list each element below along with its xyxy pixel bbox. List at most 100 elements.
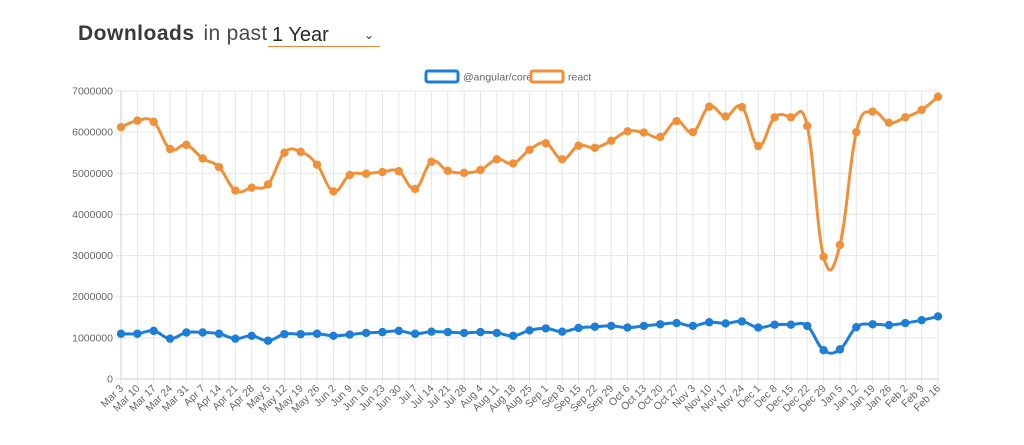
data-point[interactable] [803, 321, 812, 331]
data-point[interactable] [296, 147, 305, 157]
data-point[interactable] [329, 331, 338, 340]
data-point[interactable] [329, 187, 338, 196]
data-point[interactable] [933, 312, 943, 321]
data-point[interactable] [345, 330, 354, 339]
data-point[interactable] [149, 326, 158, 336]
data-point[interactable] [263, 180, 273, 189]
data-point[interactable] [133, 116, 142, 125]
data-point[interactable] [852, 127, 861, 137]
data-point[interactable] [639, 321, 649, 331]
data-point[interactable] [607, 321, 616, 331]
legend-item-angular-core[interactable]: @angular/core [424, 69, 532, 84]
data-point[interactable] [427, 157, 436, 166]
data-point[interactable] [198, 328, 207, 337]
data-point[interactable] [672, 318, 681, 328]
data-point[interactable] [590, 322, 600, 331]
data-point[interactable] [296, 329, 305, 339]
data-point[interactable] [819, 346, 828, 355]
data-point[interactable] [541, 324, 551, 333]
data-point[interactable] [231, 186, 240, 195]
data-point[interactable] [770, 320, 779, 329]
data-point[interactable] [443, 327, 452, 337]
data-point[interactable] [868, 320, 877, 329]
data-point[interactable] [884, 320, 894, 330]
data-point[interactable] [198, 154, 207, 163]
data-point[interactable] [247, 331, 256, 340]
data-point[interactable] [688, 321, 698, 331]
data-point[interactable] [459, 328, 469, 338]
data-point[interactable] [116, 123, 126, 132]
data-point[interactable] [754, 141, 763, 151]
data-point[interactable] [803, 121, 812, 131]
data-point[interactable] [737, 317, 747, 326]
data-point[interactable] [623, 127, 632, 136]
data-point[interactable] [656, 320, 665, 329]
data-point[interactable] [574, 141, 583, 150]
data-point[interactable] [835, 345, 845, 354]
data-point[interactable] [410, 184, 420, 194]
data-point[interactable] [688, 127, 698, 137]
data-point[interactable] [933, 92, 943, 101]
data-point[interactable] [345, 170, 354, 180]
data-point[interactable] [705, 102, 714, 111]
data-point[interactable] [394, 326, 403, 336]
data-point[interactable] [835, 240, 845, 250]
data-point[interactable] [574, 323, 583, 333]
data-point[interactable] [770, 113, 779, 122]
data-point[interactable] [361, 169, 371, 178]
data-point[interactable] [525, 326, 534, 335]
data-point[interactable] [410, 329, 420, 338]
data-point[interactable] [819, 252, 828, 262]
data-point[interactable] [443, 166, 452, 176]
data-point[interactable] [231, 334, 240, 343]
legend-item-react[interactable]: react [529, 69, 591, 84]
data-point[interactable] [508, 331, 518, 340]
data-point[interactable] [786, 113, 796, 122]
data-point[interactable] [672, 116, 681, 126]
data-point[interactable] [868, 107, 877, 116]
data-point[interactable] [557, 327, 567, 336]
data-point[interactable] [361, 328, 371, 338]
data-point[interactable] [492, 155, 502, 164]
data-point[interactable] [607, 136, 616, 145]
data-point[interactable] [917, 105, 926, 115]
data-point[interactable] [623, 323, 632, 332]
data-point[interactable] [427, 327, 436, 336]
data-point[interactable] [165, 144, 175, 154]
data-point[interactable] [639, 128, 649, 137]
data-point[interactable] [182, 140, 191, 150]
data-point[interactable] [721, 112, 730, 121]
data-point[interactable] [378, 327, 387, 337]
data-point[interactable] [312, 160, 322, 169]
data-point[interactable] [852, 322, 861, 332]
period-select[interactable]: 1 Year ⌄ [268, 20, 380, 47]
data-point[interactable] [459, 168, 469, 178]
data-point[interactable] [901, 113, 910, 122]
data-point[interactable] [721, 319, 730, 328]
data-point[interactable] [149, 117, 158, 127]
data-point[interactable] [705, 318, 714, 327]
data-point[interactable] [476, 327, 485, 337]
data-point[interactable] [116, 329, 126, 338]
data-point[interactable] [901, 318, 910, 328]
data-point[interactable] [133, 329, 142, 338]
data-point[interactable] [557, 155, 567, 164]
data-point[interactable] [394, 167, 403, 176]
data-point[interactable] [541, 139, 551, 148]
data-point[interactable] [656, 132, 665, 142]
data-point[interactable] [165, 334, 175, 343]
data-point[interactable] [247, 183, 256, 192]
data-point[interactable] [182, 328, 191, 337]
data-point[interactable] [754, 323, 763, 332]
data-point[interactable] [917, 315, 926, 325]
data-point[interactable] [525, 145, 534, 155]
data-point[interactable] [737, 102, 747, 112]
data-point[interactable] [280, 148, 289, 157]
data-point[interactable] [280, 329, 289, 339]
data-point[interactable] [476, 165, 485, 175]
data-point[interactable] [786, 320, 796, 329]
data-point[interactable] [312, 329, 322, 338]
data-point[interactable] [884, 118, 894, 127]
data-point[interactable] [214, 329, 224, 338]
data-point[interactable] [492, 328, 502, 338]
